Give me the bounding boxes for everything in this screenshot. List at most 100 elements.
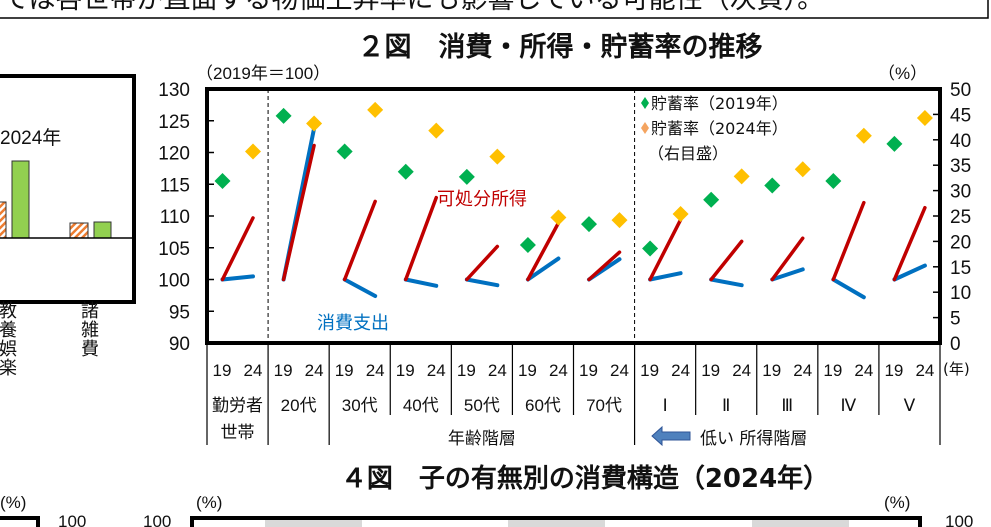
year-label: 24: [488, 361, 507, 380]
year-label: 19: [274, 361, 293, 380]
saving-rate-2024-marker: [794, 161, 811, 178]
income-line: [770, 236, 805, 282]
left-tick-label: 100: [158, 271, 190, 292]
group-label: 70代: [586, 396, 622, 415]
left-tick-label: 110: [160, 207, 190, 228]
right-tick-label: 0: [950, 334, 961, 355]
legend-marker-2024: [641, 122, 649, 134]
plot-frame: [205, 87, 942, 345]
header-box: ては各世帯が直面する物価上昇率にも影響している可能性（次頁）。: [0, 0, 989, 19]
right-tick-label: 25: [950, 207, 971, 228]
saving-rate-2019-marker: [581, 216, 597, 233]
year-label: 19: [640, 361, 659, 380]
year-label: 24: [427, 361, 446, 380]
year-label: 19: [884, 361, 903, 380]
saving-rate-2019-marker: [214, 172, 231, 189]
year-label: 19: [701, 361, 720, 380]
saving-rate-2024-marker: [245, 143, 261, 160]
consumption-line: [464, 277, 500, 288]
saving-rate-2019-marker: [764, 177, 781, 194]
left-tick-label: 105: [158, 239, 190, 260]
group-label: Ⅰ: [663, 396, 668, 415]
next-tick-2: 100: [143, 512, 171, 527]
saving-rate-2019-marker: [886, 135, 903, 152]
group-label: Ⅴ: [904, 396, 916, 415]
consumption-line: [892, 263, 927, 282]
year-label: 19: [457, 361, 476, 380]
saving-rate-2019-marker: [703, 191, 720, 208]
year-label: 24: [549, 361, 568, 380]
year-label: 24: [366, 361, 385, 380]
next-figure-title: ４図 子の有無別の消費構造（2024年）: [341, 463, 829, 494]
legend-note: （右目盛）: [648, 144, 728, 163]
right-tick-label: 35: [950, 156, 971, 177]
group-label: 50代: [464, 396, 500, 415]
saving-rate-2019-marker: [336, 143, 353, 160]
left-panel-category-label: 教養娯楽: [0, 301, 17, 379]
consumption-label: 消費支出: [317, 313, 389, 334]
consumption-line: [831, 277, 866, 300]
saving-rate-2024-marker: [428, 122, 445, 139]
income-line: [892, 205, 927, 282]
income-line: [465, 244, 500, 282]
income-line: [648, 218, 683, 282]
right-tick-label: 10: [950, 283, 971, 304]
left-panel-legend-label: 2024年: [0, 127, 61, 149]
group-label: 勤労者: [212, 396, 263, 415]
group-label: Ⅲ: [781, 396, 793, 415]
consumption-line: [403, 277, 439, 288]
chart-title: ２図 消費・所得・貯蓄率の推移: [358, 31, 763, 63]
right-tick-label: 50: [950, 80, 971, 101]
saving-rate-2024-marker: [733, 168, 750, 185]
income-line: [526, 221, 561, 282]
saving-rate-2019-marker: [825, 172, 842, 189]
right-tick-label: 20: [950, 232, 971, 253]
left-tick-label: 90: [169, 334, 190, 355]
next-figure-frame: [190, 516, 922, 527]
group-label: 40代: [403, 396, 439, 415]
bar-hatched: [69, 222, 89, 239]
income-line: [342, 199, 377, 282]
left-tick-label: 95: [169, 302, 190, 323]
saving-rate-2024-marker: [855, 127, 872, 144]
right-tick-label: 5: [950, 309, 961, 330]
income-line: [220, 216, 255, 282]
saving-rate-2024-marker: [367, 101, 384, 118]
year-label: 19: [762, 361, 781, 380]
plot-area: 1301251201151101051009590504540353025201…: [158, 80, 971, 449]
left-tick-label: 115: [160, 175, 190, 196]
year-label: 24: [732, 361, 751, 380]
group-label: 20代: [281, 396, 317, 415]
header-text: ては各世帯が直面する物価上昇率にも影響している可能性（次頁）。: [2, 0, 824, 15]
left-panel-category-label: 諸雑費: [81, 301, 99, 360]
next-tick-3: 100: [945, 512, 973, 527]
bar-green: [11, 160, 30, 239]
legend: 貯蓄率（2019年） 貯蓄率（2024年） （右目盛）: [641, 94, 788, 163]
group-label: 60代: [525, 396, 561, 415]
group-label: Ⅳ: [841, 396, 857, 415]
section-label-age: 年齢階層: [448, 429, 516, 449]
year-label: 24: [305, 361, 324, 380]
consumption-line: [525, 256, 561, 282]
left-axis-unit: （2019年＝100）: [196, 64, 330, 83]
income-line: [404, 195, 438, 282]
saving-rate-2019-marker: [458, 168, 475, 185]
bar-green: [93, 221, 112, 239]
saving-rate-2019-marker: [642, 240, 659, 257]
left-tick-label: 125: [158, 112, 190, 133]
saving-rate-2019-marker: [519, 236, 536, 253]
next-unit-mid: (%): [196, 493, 222, 512]
group-label: Ⅱ: [722, 396, 730, 415]
year-label: 24: [793, 361, 812, 380]
year-label: 24: [854, 361, 873, 380]
income-label: 可処分所得: [437, 189, 527, 210]
year-label: 19: [396, 361, 415, 380]
consumption-line: [770, 267, 805, 282]
year-label: 19: [213, 361, 232, 380]
group-label: 30代: [342, 396, 378, 415]
saving-rate-2024-marker: [489, 148, 506, 165]
right-tick-label: 40: [950, 131, 971, 152]
saving-rate-2024-marker: [672, 205, 689, 222]
right-tick-label: 15: [950, 258, 971, 279]
consumption-line: [342, 277, 378, 299]
